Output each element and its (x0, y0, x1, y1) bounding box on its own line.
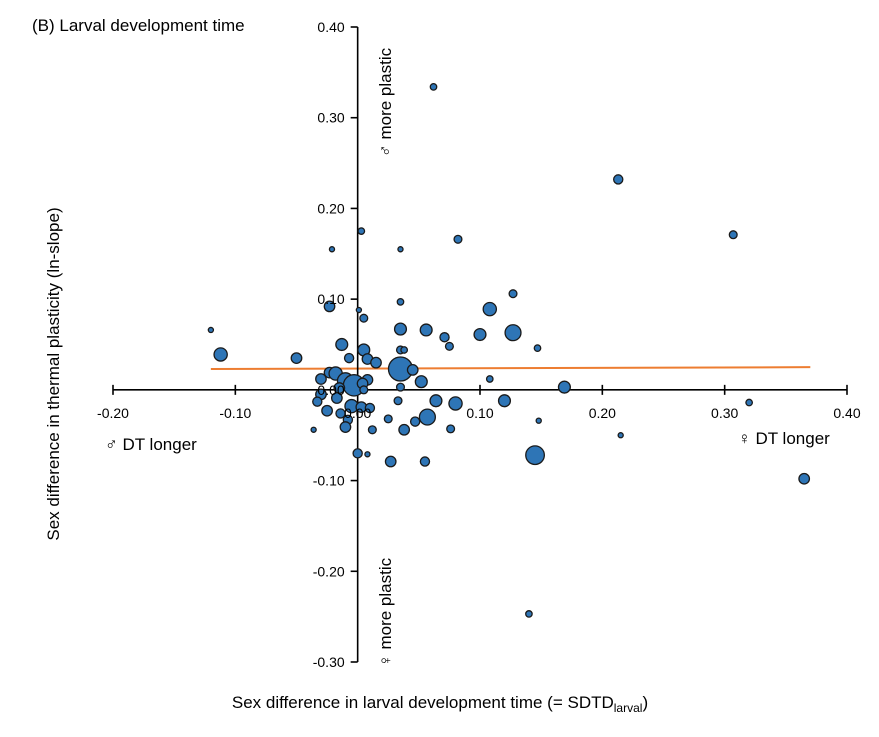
data-point (617, 432, 624, 439)
data-point (798, 472, 811, 485)
data-point (448, 396, 463, 411)
data-point (383, 414, 393, 424)
x-tick-label: -0.20 (97, 405, 129, 421)
data-point (367, 425, 377, 435)
data-point (406, 363, 419, 376)
data-point (613, 174, 624, 185)
data-point (439, 332, 450, 343)
data-point (339, 421, 352, 433)
data-point (393, 396, 403, 406)
data-point (352, 448, 363, 459)
data-point (525, 445, 546, 466)
data-point (525, 610, 533, 618)
data-point (343, 352, 355, 364)
annotation-male-dt-longer: ♂ DT longer (105, 435, 197, 454)
data-point (429, 394, 443, 408)
trend-line-layer (210, 366, 811, 370)
data-point (359, 385, 369, 395)
data-point (364, 451, 371, 458)
x-tick-label: 0.00 (344, 405, 371, 421)
x-axis-label-subscript: larval (614, 701, 643, 715)
y-tick-label: -0.20 (313, 563, 345, 579)
data-point (419, 456, 431, 467)
data-point (504, 324, 522, 342)
data-point (323, 300, 336, 313)
tick-labels: -0.20 -0.10 0.00 0.10 0.20 0.30 0.40 -0.30 -0.20… (97, 19, 861, 670)
data-point (395, 382, 406, 392)
data-point (557, 380, 571, 394)
data-point (393, 322, 408, 336)
data-point (396, 297, 405, 306)
axes (112, 26, 848, 663)
data-points (207, 82, 811, 618)
data-point (321, 404, 333, 417)
data-point (497, 394, 512, 408)
annotation-female-dt-longer: ♀ DT longer (738, 429, 830, 448)
data-point (400, 346, 409, 354)
data-point (409, 416, 421, 427)
x-axis-label-main: Sex difference in larval development tim… (232, 693, 614, 712)
data-point (335, 408, 346, 419)
data-point (533, 344, 542, 353)
chart-title: (B) Larval development time (32, 16, 245, 35)
data-point (453, 234, 463, 244)
data-point (312, 396, 323, 407)
x-tick-label: -0.10 (219, 405, 251, 421)
data-point (357, 227, 366, 235)
annotation-female-more-plastic: ♀ more plastic (376, 557, 395, 667)
y-axis-label: Sex difference in thermal plasticity (ln… (44, 207, 63, 540)
data-point (535, 417, 542, 424)
trend-line (210, 366, 811, 370)
data-point (359, 313, 369, 323)
data-point (485, 375, 494, 383)
y-tick-label: 0.00 (317, 382, 344, 398)
data-point (364, 402, 376, 414)
data-point (290, 352, 303, 365)
data-point (398, 423, 411, 436)
data-point (397, 246, 404, 253)
data-point (419, 323, 433, 337)
data-point (370, 356, 382, 369)
annotation-male-more-plastic: ♂ more plastic (376, 47, 395, 157)
y-tick-label: 0.30 (317, 110, 344, 126)
x-tick-label: 0.40 (833, 405, 860, 421)
y-tick-label: -0.10 (313, 473, 345, 489)
data-point (310, 426, 317, 433)
y-tick-label: 0.40 (317, 19, 344, 35)
data-point (446, 424, 456, 434)
x-axis-label: Sex difference in larval development tim… (232, 693, 648, 715)
x-axis-label-close: ) (642, 693, 648, 712)
data-point (207, 326, 215, 334)
y-tick-label: 0.10 (317, 291, 344, 307)
data-point (213, 347, 228, 362)
y-tick-label: 0.20 (317, 200, 344, 216)
data-point (384, 455, 397, 468)
data-point (508, 289, 518, 299)
data-point (444, 341, 454, 351)
data-point (355, 306, 363, 314)
data-point (328, 246, 336, 253)
x-tick-label: 0.30 (711, 405, 738, 421)
x-tick-label: 0.20 (589, 405, 616, 421)
data-point (414, 375, 428, 389)
data-point (330, 392, 343, 404)
data-point (728, 230, 738, 240)
data-point (482, 301, 498, 317)
data-point (335, 337, 349, 352)
y-tick-label: -0.30 (313, 654, 345, 670)
data-point (473, 327, 487, 342)
x-tick-label: 0.10 (466, 405, 493, 421)
data-point (429, 82, 438, 91)
data-point (418, 408, 436, 426)
data-point (315, 373, 327, 385)
data-point (745, 398, 754, 407)
